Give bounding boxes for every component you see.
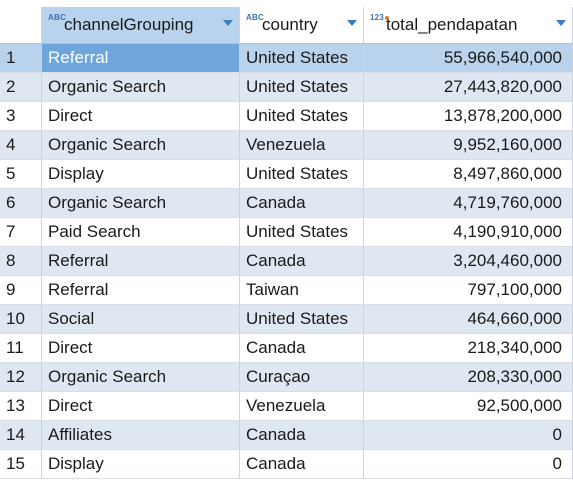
column-header-total-pendapatan[interactable]: 123 total_pendapatan [364,7,573,43]
text-type-icon: ABC [246,13,264,22]
cell-total-pendapatan[interactable]: 797,100,000 [364,276,573,304]
cell-channelgrouping[interactable]: Direct [42,392,240,420]
row-number[interactable]: 10 [0,305,42,333]
row-number[interactable]: 5 [0,160,42,188]
cell-channelgrouping[interactable]: Direct [42,102,240,130]
row-number[interactable]: 9 [0,276,42,304]
table-row[interactable]: 10 Social United States 464,660,000 [0,305,573,334]
cell-country[interactable]: Canada [240,334,364,362]
cell-total-pendapatan[interactable]: 208,330,000 [364,363,573,391]
filter-dropdown-icon[interactable] [556,20,566,26]
table-row[interactable]: 4 Organic Search Venezuela 9,952,160,000 [0,131,573,160]
column-header-label: channelGrouping [64,15,194,34]
table-row[interactable]: 14 Affiliates Canada 0 [0,421,573,450]
filter-dropdown-icon[interactable] [223,20,233,26]
cell-total-pendapatan[interactable]: 464,660,000 [364,305,573,333]
cell-total-pendapatan[interactable]: 8,497,860,000 [364,160,573,188]
table-row[interactable]: 3 Direct United States 13,878,200,000 [0,102,573,131]
row-number-header[interactable] [0,7,42,43]
cell-total-pendapatan[interactable]: 0 [364,450,573,478]
row-number[interactable]: 8 [0,247,42,275]
cell-total-pendapatan[interactable]: 13,878,200,000 [364,102,573,130]
cell-country[interactable]: Canada [240,189,364,217]
row-number[interactable]: 15 [0,450,42,478]
table-row[interactable]: 2 Organic Search United States 27,443,820,0… [0,73,573,102]
table-row[interactable]: 5 Display United States 8,497,860,000 [0,160,573,189]
cell-country[interactable]: United States [240,218,364,246]
cell-total-pendapatan[interactable]: 55,966,540,000 [364,44,573,72]
cell-channelgrouping[interactable]: Affiliates [42,421,240,449]
toolbar-strip [0,0,573,7]
cell-country[interactable]: Curaçao [240,363,364,391]
text-type-icon: ABC [48,13,66,22]
table-row[interactable]: 15 Display Canada 0 [0,450,573,479]
cell-total-pendapatan[interactable]: 27,443,820,000 [364,73,573,101]
cell-country[interactable]: Canada [240,421,364,449]
table-row[interactable]: 1 Referral United States 55,966,540,000 [0,44,573,73]
table-row[interactable]: 9 Referral Taiwan 797,100,000 [0,276,573,305]
column-header-label: country [262,15,318,34]
cell-country[interactable]: United States [240,44,364,72]
cell-country[interactable]: United States [240,102,364,130]
cell-channelgrouping[interactable]: Referral [42,276,240,304]
row-number[interactable]: 3 [0,102,42,130]
cell-total-pendapatan[interactable]: 4,719,760,000 [364,189,573,217]
cell-country[interactable]: United States [240,160,364,188]
cell-channelgrouping[interactable]: Paid Search [42,218,240,246]
table-row[interactable]: 11 Direct Canada 218,340,000 [0,334,573,363]
cell-country[interactable]: Venezuela [240,131,364,159]
cell-total-pendapatan[interactable]: 218,340,000 [364,334,573,362]
table-row[interactable]: 12 Organic Search Curaçao 208,330,000 [0,363,573,392]
row-number[interactable]: 11 [0,334,42,362]
cell-total-pendapatan[interactable]: 3,204,460,000 [364,247,573,275]
column-header-label: total_pendapatan [386,15,518,34]
row-number[interactable]: 6 [0,189,42,217]
cell-country[interactable]: Taiwan [240,276,364,304]
column-header-country[interactable]: ABC country [240,7,364,43]
cell-channelgrouping[interactable]: Organic Search [42,73,240,101]
row-number[interactable]: 7 [0,218,42,246]
table-row[interactable]: 6 Organic Search Canada 4,719,760,000 [0,189,573,218]
cell-channelgrouping[interactable]: Organic Search [42,131,240,159]
filter-dropdown-icon[interactable] [347,20,357,26]
cell-country[interactable]: United States [240,73,364,101]
grid-header: ABC channelGrouping ABC country 123 tota… [0,7,573,44]
table-row[interactable]: 7 Paid Search United States 4,190,910,000 [0,218,573,247]
cell-total-pendapatan[interactable]: 4,190,910,000 [364,218,573,246]
cell-channelgrouping[interactable]: Display [42,450,240,478]
number-type-icon: 123 [370,13,389,22]
column-header-channelgrouping[interactable]: ABC channelGrouping [42,7,240,43]
row-number[interactable]: 4 [0,131,42,159]
cell-channelgrouping[interactable]: Organic Search [42,363,240,391]
cell-country[interactable]: Canada [240,247,364,275]
cell-country[interactable]: Canada [240,450,364,478]
cell-channelgrouping[interactable]: Referral [42,247,240,275]
table-row[interactable]: 13 Direct Venezuela 92,500,000 [0,392,573,421]
cell-channelgrouping[interactable]: Direct [42,334,240,362]
cell-channelgrouping[interactable]: Display [42,160,240,188]
cell-country[interactable]: United States [240,305,364,333]
table-row[interactable]: 8 Referral Canada 3,204,460,000 [0,247,573,276]
cell-country[interactable]: Venezuela [240,392,364,420]
cell-channelgrouping[interactable]: Referral [42,44,240,72]
row-number[interactable]: 12 [0,363,42,391]
cell-total-pendapatan[interactable]: 92,500,000 [364,392,573,420]
cell-channelgrouping[interactable]: Organic Search [42,189,240,217]
cell-total-pendapatan[interactable]: 9,952,160,000 [364,131,573,159]
cell-channelgrouping[interactable]: Social [42,305,240,333]
cell-total-pendapatan[interactable]: 0 [364,421,573,449]
row-number[interactable]: 2 [0,73,42,101]
row-number[interactable]: 1 [0,44,42,72]
row-number[interactable]: 14 [0,421,42,449]
row-number[interactable]: 13 [0,392,42,420]
